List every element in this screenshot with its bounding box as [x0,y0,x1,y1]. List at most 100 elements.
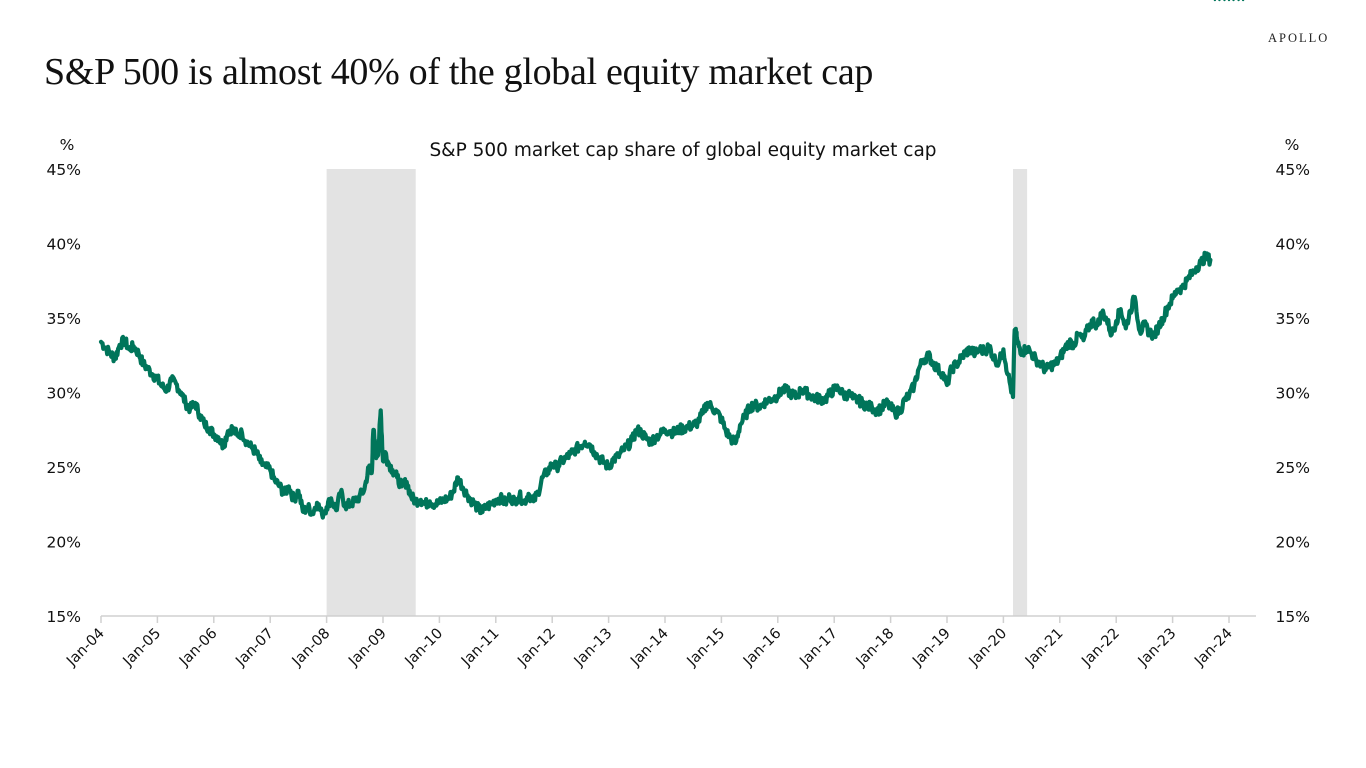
data-point [269,468,272,472]
data-point [475,506,479,509]
x-tick-label: Jan-10 [402,626,447,671]
data-point [151,373,155,376]
data-point [1185,279,1188,282]
data-point [1034,358,1038,361]
data-point [250,446,253,449]
data-point [527,492,530,496]
data-point [1119,307,1122,311]
data-point [1180,287,1184,290]
data-point [536,491,540,494]
y-tick-label-right: 40% [1276,236,1310,254]
x-tick-label: Jan-15 [684,626,729,671]
data-point [438,501,441,504]
y-tick-label-left: 15% [47,608,81,626]
x-tick-label: Jan-19 [909,626,954,671]
chart-title: S&P 500 market cap share of global equit… [429,140,936,161]
data-point [1213,0,1217,2]
data-point [222,444,225,448]
data-point [287,485,291,488]
data-point [833,388,836,391]
data-point [1190,273,1193,276]
data-point [160,385,164,388]
data-point [179,391,183,394]
shaded-regions [326,169,1028,616]
data-point [325,506,328,509]
data-point [217,436,220,439]
data-point [1115,319,1118,323]
data-point [1232,0,1235,2]
data-point [964,351,967,354]
data-point [1124,327,1127,330]
x-tick-label: Jan-06 [176,626,221,671]
data-point [654,436,657,439]
data-point [367,465,371,469]
data-point [927,354,930,357]
data-point [254,450,258,454]
x-tick-label: Jan-22 [1078,626,1123,671]
data-point [494,498,497,501]
series-line-0 [98,250,1213,520]
data-point [1044,368,1047,372]
data-point [504,501,507,504]
recession-shade-1 [1012,169,1028,616]
data-point [433,503,437,506]
data-point [555,465,558,469]
x-tick-label: Jan-04 [63,626,108,671]
data-point [978,348,981,351]
data-point [772,397,775,400]
data-point [259,461,262,464]
y-ticks-left: 15% 20% 25% 30% 35% 40% 45% [47,161,81,626]
data-point [363,488,366,491]
data-point [391,468,394,472]
data-point [1063,348,1066,351]
data-point [1002,348,1005,351]
data-point [696,421,699,424]
data-point [375,456,378,460]
data-point [945,383,949,387]
data-point [358,495,361,498]
x-tick-label: Jan-20 [966,626,1011,671]
data-point [865,404,869,408]
data-point [988,345,991,348]
data-point [414,500,417,503]
data-point [1049,364,1052,367]
data-point [113,357,117,360]
data-point [710,406,714,409]
data-point [837,386,840,390]
data-point [983,349,986,352]
data-point [809,394,812,397]
data-point [1086,327,1090,330]
data-point [842,394,845,397]
data-point [729,437,733,440]
x-tick-label: Jan-16 [740,626,785,671]
data-point [297,489,300,493]
data-point [649,440,653,443]
y-tick-label-right: 15% [1276,608,1310,626]
x-tick-label: Jan-23 [1135,626,1180,671]
x-tick-label: Jan-11 [458,626,503,671]
data-point [752,403,756,406]
data-point [386,459,389,463]
data-point [569,452,573,455]
brand-logo: APOLLO [1268,31,1330,45]
data-point [870,406,874,409]
x-tick-label: Jan-14 [627,626,672,671]
data-point [132,345,135,348]
data-point [701,412,704,415]
data-point [1175,288,1179,291]
data-point [532,500,535,503]
data-point [1072,343,1076,347]
y-tick-label-left: 45% [47,161,81,179]
y-tick-label-left: 20% [47,534,81,552]
data-point [1025,346,1029,349]
data-point [283,492,286,496]
y-tick-label-left: 40% [47,236,81,254]
data-point [898,409,902,412]
data-point [715,410,719,414]
data-point [442,498,446,501]
data-point [621,449,624,452]
x-tick-label: Jan-24 [1191,626,1236,671]
data-point [931,361,935,364]
x-tick-label: Jan-18 [853,626,898,671]
data-point [1143,324,1146,327]
